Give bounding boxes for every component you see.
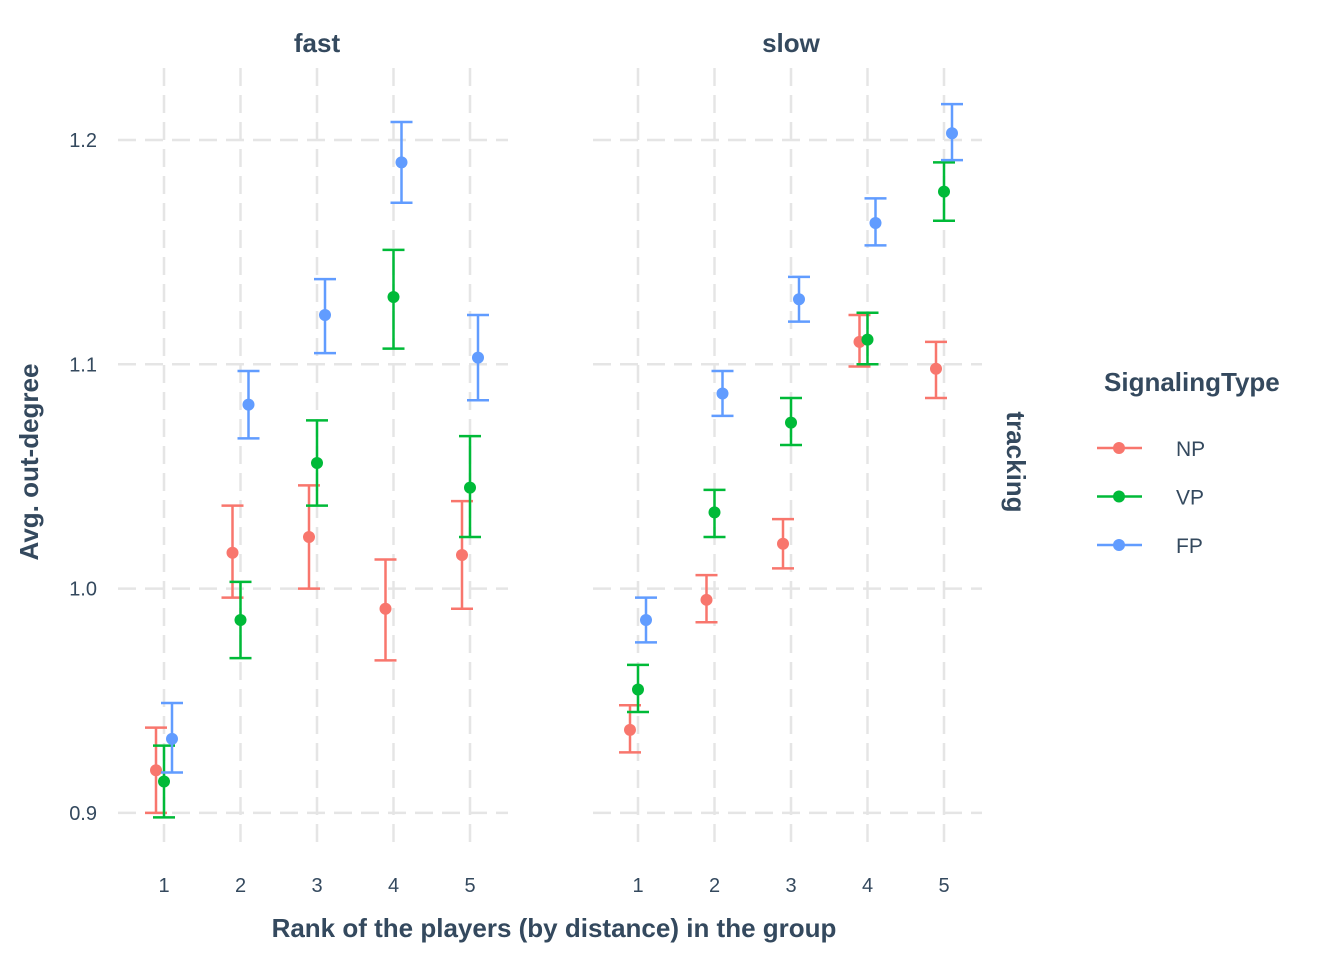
x-tick-label: 2 — [709, 875, 720, 897]
marks-layer — [145, 102, 963, 819]
data-point — [793, 293, 805, 306]
x-tick-label: 4 — [862, 875, 873, 897]
data-point — [387, 291, 400, 304]
data-point — [166, 732, 178, 745]
x-tick-label: 5 — [464, 875, 475, 897]
y-tick-label: 1.1 — [69, 354, 97, 376]
legend-label: VP — [1176, 487, 1204, 510]
data-point — [861, 333, 874, 346]
data-point — [777, 537, 789, 550]
grid-layer — [118, 68, 982, 842]
legend-key-point — [1113, 539, 1125, 551]
data-point — [303, 531, 315, 544]
legend-key-point — [1113, 490, 1125, 503]
data-point — [379, 602, 392, 615]
data-point — [632, 683, 644, 696]
data-point — [938, 185, 950, 198]
x-axis-title: Rank of the players (by distance) in the… — [272, 913, 837, 943]
data-point — [640, 614, 652, 627]
series-slow-NP — [619, 313, 947, 754]
x-tick-label: 1 — [158, 875, 169, 897]
data-point — [464, 481, 476, 494]
data-point — [226, 546, 239, 559]
data-point — [708, 506, 721, 519]
data-point — [311, 456, 323, 469]
data-point — [472, 351, 484, 364]
y-tick-label: 1.2 — [69, 130, 97, 152]
data-point — [395, 156, 408, 169]
series-fast-VP — [153, 248, 481, 819]
data-point — [946, 127, 958, 140]
data-point — [319, 308, 331, 321]
x-tick-label: 4 — [388, 875, 399, 897]
x-tick-label: 2 — [235, 875, 246, 897]
x-tick-label: 1 — [632, 875, 643, 897]
data-point — [234, 614, 247, 627]
series-slow-FP — [635, 102, 963, 644]
series-fast-FP — [161, 120, 489, 774]
panel-title-fast: fast — [294, 28, 341, 58]
data-point — [456, 548, 468, 561]
legend-label: NP — [1176, 438, 1205, 461]
y-tick-label: 0.9 — [69, 803, 97, 825]
data-point — [624, 723, 636, 736]
data-point — [869, 216, 882, 229]
y-axis-title: Avg. out-degree — [14, 364, 44, 561]
y-tick-label: 1.0 — [69, 579, 97, 601]
legend-entry-vp: VP — [1097, 487, 1204, 510]
legend-label: FP — [1176, 535, 1203, 558]
data-point — [242, 398, 255, 411]
x-tick-label: 5 — [938, 875, 949, 897]
panel-title-slow: slow — [762, 28, 821, 58]
series-fast-NP — [145, 484, 473, 815]
x-tick-label: 3 — [785, 875, 796, 897]
legend-title: SignalingType — [1104, 367, 1280, 397]
legend: SignalingType NP VP FP — [1097, 367, 1280, 558]
legend-entries: NP VP FP — [1097, 438, 1205, 558]
data-point — [785, 416, 797, 429]
data-point — [716, 387, 729, 400]
data-point — [158, 775, 170, 788]
legend-key-point — [1113, 442, 1125, 454]
right-strip-label: tracking — [1001, 411, 1031, 512]
y-axis-ticks: 0.9 1.0 1.1 1.2 — [69, 130, 97, 825]
legend-entry-fp: FP — [1097, 535, 1203, 558]
x-axis-ticks: 1 2 3 4 5 1 2 3 4 5 — [158, 875, 949, 897]
data-point — [700, 593, 713, 606]
series-slow-VP — [627, 161, 955, 714]
x-tick-label: 3 — [311, 875, 322, 897]
data-point — [150, 764, 162, 777]
legend-entry-np: NP — [1097, 438, 1205, 461]
data-point — [930, 362, 942, 375]
